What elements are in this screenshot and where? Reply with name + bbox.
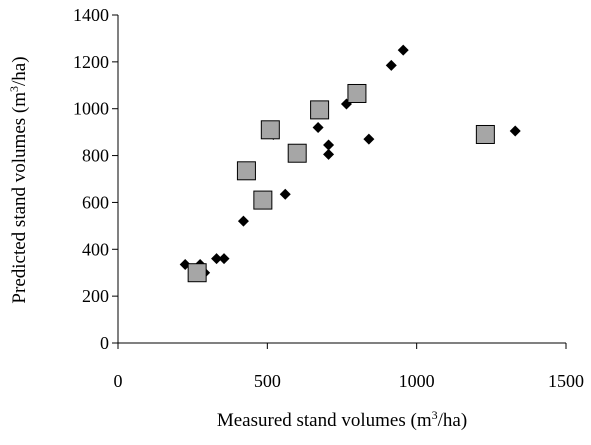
diamond-point xyxy=(218,253,230,265)
square-point xyxy=(475,124,495,144)
square-point xyxy=(287,143,307,163)
x-axis-label-prefix: Measured stand volumes (m xyxy=(217,410,432,431)
y-axis-label-suffix: /ha) xyxy=(9,56,30,86)
y-axis-label: Predicted stand volumes (m3/ha) xyxy=(7,56,30,303)
y-axis-label-prefix: Predicted stand volumes (m xyxy=(9,92,30,304)
diamond-point xyxy=(312,121,324,133)
square-point xyxy=(253,190,273,210)
y-tick-label: 800 xyxy=(82,146,109,166)
data-points xyxy=(179,44,521,283)
y-tick-label: 0 xyxy=(100,333,109,353)
x-tick-label: 0 xyxy=(114,371,123,391)
x-tick-label: 1000 xyxy=(399,371,435,391)
y-tick-label: 200 xyxy=(82,286,109,306)
diamond-point xyxy=(509,125,521,137)
x-tick-label: 500 xyxy=(254,371,281,391)
diamond-point xyxy=(385,59,397,71)
y-tick-label: 1000 xyxy=(73,99,109,119)
axes: 0 200 400 600 800 1000 1200 1400 0 500 1000 1500 xyxy=(73,5,584,391)
y-tick-label: 1200 xyxy=(73,52,109,72)
diamond-point xyxy=(323,139,335,151)
x-tick-label: 1500 xyxy=(548,371,584,391)
x-axis-label-sup: 3 xyxy=(432,408,438,422)
y-tick-label: 400 xyxy=(82,239,109,259)
diamond-point xyxy=(397,44,409,56)
diamond-point xyxy=(211,253,223,265)
x-axis-label: Measured stand volumes (m3/ha) xyxy=(217,408,467,431)
x-axis-label-suffix: /ha) xyxy=(438,410,468,431)
diamond-point xyxy=(323,148,335,160)
square-point xyxy=(310,100,330,120)
y-axis-label-sup: 3 xyxy=(7,86,21,92)
square-point xyxy=(236,161,256,181)
square-point xyxy=(260,120,280,140)
diamond-point xyxy=(363,133,375,145)
y-tick-label: 600 xyxy=(82,192,109,212)
square-point xyxy=(347,83,367,103)
diamond-point xyxy=(279,188,291,200)
y-tick-label: 1400 xyxy=(73,5,109,25)
axis-labels: Measured stand volumes (m3/ha) Predicted… xyxy=(7,56,467,431)
square-point xyxy=(187,263,207,283)
diamond-point xyxy=(237,215,249,227)
